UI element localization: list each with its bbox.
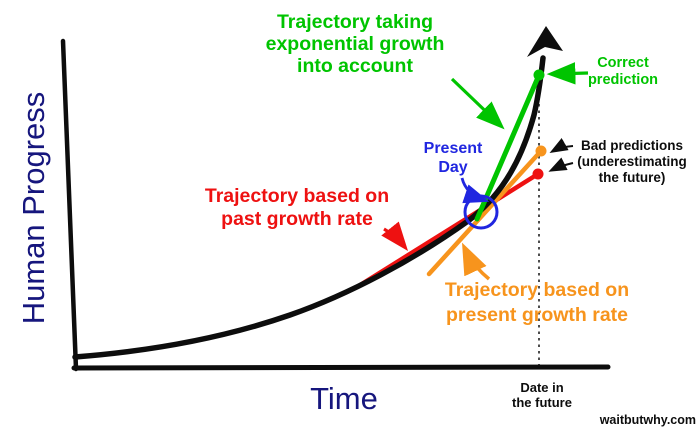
watermark: waitbutwhy.com — [599, 413, 696, 427]
correct-prediction-arrow — [546, 62, 589, 85]
orange-label-arrow — [462, 242, 491, 281]
past-growth-line — [354, 171, 541, 290]
bad-prediction-orange-dot — [535, 145, 547, 157]
present-growth-line — [426, 148, 544, 277]
present-day-arrow — [460, 177, 490, 204]
red-label-arrow — [381, 221, 408, 251]
past-growth-label: Trajectory based on past growth rate — [204, 185, 390, 230]
present-day-label: Present Day — [423, 140, 483, 176]
x-axis-line — [71, 364, 611, 371]
bad-prediction-red-dot — [532, 168, 544, 180]
green-trajectory-label: Trajectory taking exponential growth int… — [265, 11, 445, 77]
present-growth-label: Trajectory based on present growth rate — [444, 279, 630, 326]
green-title-arrow — [450, 77, 505, 130]
bad-prediction-upper-arrow — [549, 137, 574, 153]
correct-prediction-label: Correct prediction — [587, 55, 659, 88]
date-in-future-label: Date in the future — [512, 380, 572, 410]
bad-prediction-lower-arrow — [548, 157, 574, 172]
bad-predictions-label: Bad predictions (underestimating the fut… — [577, 138, 687, 185]
correct-prediction-dot — [533, 69, 545, 81]
x-axis-title: Time — [310, 381, 378, 416]
y-axis-title: Human Progress — [16, 91, 51, 325]
progress-curve-arrowhead — [527, 26, 563, 57]
progress-curve — [72, 55, 546, 360]
y-axis-line — [60, 38, 79, 372]
